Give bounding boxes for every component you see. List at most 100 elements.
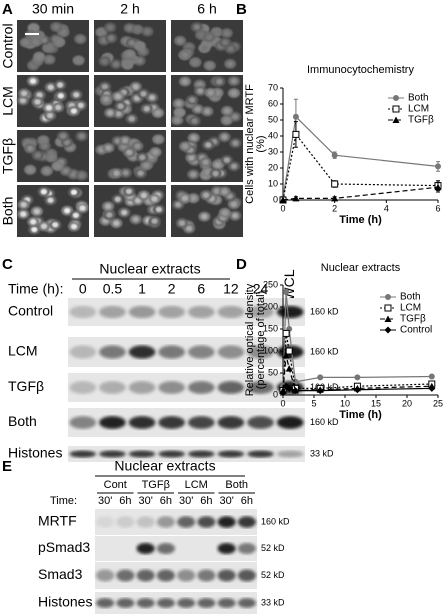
nucleus (45, 105, 53, 111)
nucleus (223, 157, 231, 163)
legend-label: TGFβ (400, 314, 426, 325)
nucleus (191, 118, 198, 124)
nucleus (174, 201, 182, 208)
nucleus (124, 61, 131, 68)
marker (353, 386, 361, 394)
marker (428, 373, 435, 380)
band (237, 516, 256, 528)
series-line (282, 186, 439, 201)
nucleus (181, 52, 189, 58)
nucleus (152, 149, 159, 155)
panel-label: C (2, 256, 13, 273)
group-label: TGFβ (142, 479, 170, 491)
band (158, 381, 186, 394)
nucleus (62, 168, 69, 174)
nucleus (206, 34, 213, 40)
nucleus (113, 170, 120, 177)
time-value: 6 (197, 281, 205, 297)
band (237, 598, 256, 608)
nucleus (72, 212, 80, 219)
marker (385, 294, 391, 300)
marker (393, 95, 399, 101)
nucleus (77, 36, 84, 42)
series-line (282, 333, 432, 391)
nucleus (40, 137, 47, 143)
band (247, 345, 274, 359)
nucleus (128, 40, 135, 46)
nucleus (212, 170, 219, 177)
blot (68, 446, 305, 462)
band (69, 450, 97, 458)
nucleus (230, 201, 238, 207)
nucleus (40, 188, 48, 195)
y-tick-label: 70 (268, 82, 278, 92)
band (158, 450, 186, 458)
micrograph (171, 20, 243, 72)
band (116, 598, 135, 608)
nucleus (107, 35, 115, 41)
nucleus (181, 195, 189, 202)
time-value: 6h (200, 495, 212, 507)
nucleus (33, 208, 41, 215)
nucleus (144, 28, 151, 35)
band (217, 381, 245, 394)
nucleus (30, 219, 37, 225)
chart: D Nuclear extracts Relative optical densit… (236, 256, 443, 421)
nucleus (231, 212, 239, 219)
marker (283, 288, 290, 295)
y-tick-label: 50 (268, 114, 278, 124)
x-axis-label: Time (h) (339, 214, 382, 226)
nucleus (176, 37, 184, 44)
x-tick-label: 4 (384, 203, 389, 213)
nucleus (155, 206, 163, 213)
marker (428, 384, 436, 392)
panel-e: Nuclear extracts Cont TGFβ LCM Both Time: 30' 6… (38, 458, 290, 614)
band (99, 381, 126, 394)
marker (282, 351, 290, 359)
marker (292, 130, 300, 138)
nucleus (133, 95, 141, 102)
nucleus (134, 197, 141, 204)
nucleus (121, 137, 129, 144)
nucleus (46, 56, 53, 63)
nucleus (193, 24, 201, 30)
band (156, 598, 175, 608)
nucleus (56, 82, 64, 88)
marker (331, 152, 338, 159)
kd-label: 52 kD (261, 543, 285, 553)
blot (68, 373, 305, 402)
nucleus (63, 207, 71, 214)
y-tick-label: 30 (268, 146, 278, 156)
nucleus (154, 110, 162, 116)
x-tick-label: 15 (371, 398, 381, 408)
band (247, 450, 274, 458)
nucleus (114, 93, 122, 100)
nucleus (106, 212, 113, 218)
nucleus (190, 135, 197, 141)
band (217, 516, 236, 528)
y-tick-label: 200 (263, 301, 278, 311)
band (276, 416, 304, 429)
band (158, 416, 186, 429)
nucleus (206, 62, 213, 69)
nucleus (43, 168, 50, 174)
nucleus (98, 29, 105, 35)
nucleus (78, 172, 85, 179)
band (187, 416, 215, 429)
band (136, 569, 155, 582)
y-tick-label: 250 (263, 279, 278, 289)
marker (279, 196, 287, 203)
band (197, 569, 216, 582)
band (197, 516, 216, 528)
nucleus (230, 90, 238, 96)
column-label: 30 min (32, 1, 74, 17)
y-tick-label: 10 (268, 178, 278, 188)
nucleus (114, 138, 121, 144)
nucleus (181, 78, 189, 85)
nucleus (70, 171, 77, 177)
nucleus (136, 43, 143, 49)
blot-bg (68, 446, 305, 462)
marker (392, 105, 400, 113)
micrograph (94, 130, 166, 182)
